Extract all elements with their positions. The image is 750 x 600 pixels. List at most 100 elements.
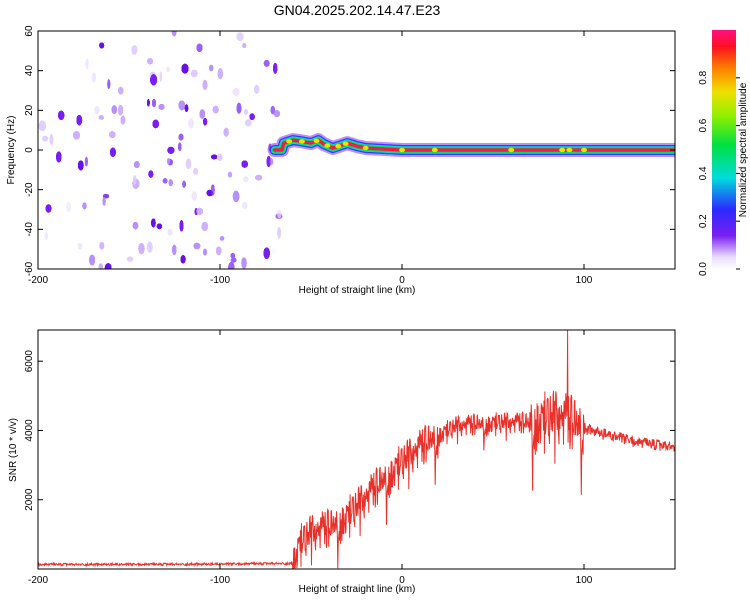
colorbar-tick-label: 0.6 — [698, 118, 709, 132]
signal-hotspot — [559, 148, 565, 152]
spectrogram-noise-blob — [250, 113, 255, 120]
spectrogram-noise-blob — [167, 67, 170, 72]
signal-hotspot — [581, 148, 587, 152]
spectrogram-noise-blob — [186, 159, 191, 169]
spectrogram-noise-blob — [56, 152, 61, 163]
spectrogram-noise-blob — [99, 115, 104, 119]
spectrogram-noise-blob — [109, 131, 115, 138]
spectrogram-noise-blob — [163, 178, 168, 183]
spectrogram-noise-blob — [233, 191, 239, 202]
spectrogram-y-tick-label: 0 — [24, 147, 35, 153]
snr-x-tick-label: -100 — [210, 575, 230, 586]
spectrogram-noise-blob — [245, 119, 251, 126]
colorbar-label: Normalized spectral amplitude — [738, 82, 749, 217]
spectrogram-noise-blob — [78, 161, 84, 171]
spectrogram-noise-blob — [112, 105, 117, 113]
spectrogram-noise-blob — [133, 175, 136, 185]
spectrogram-noise-blob — [228, 262, 234, 273]
spectrogram-noise-blob — [182, 64, 189, 74]
snr-panel: -200 -100 0 100 200040006000 Height of stra… — [8, 330, 675, 595]
spectrogram-noise-blob — [271, 247, 277, 253]
spectrogram-noise-blob — [157, 224, 162, 230]
spectrogram-noise-blob — [121, 116, 126, 125]
colorbar-tick-label: 0.8 — [698, 70, 709, 84]
spectrogram-noise-blob — [118, 87, 123, 95]
spectrogram-noise-blob — [203, 80, 208, 90]
spectrogram-noise-blob — [148, 171, 153, 178]
spectrogram-noise-blob — [220, 236, 225, 241]
spectrogram-noise-blob — [150, 74, 157, 85]
signal-hotspot — [363, 146, 369, 150]
spectrogram-noise-blob — [159, 71, 162, 82]
spectrogram-y-tick-label: -20 — [24, 182, 35, 197]
colorbar-gradient — [712, 30, 736, 269]
snr-x-tick-label: -200 — [28, 575, 48, 586]
spectrogram-noise-blob — [193, 168, 198, 175]
spectrogram-noise-blob — [46, 204, 52, 212]
spectrogram-noise-blob — [82, 203, 86, 210]
snr-y-tick-label: 2000 — [24, 488, 35, 511]
spectrogram-noise-blob — [147, 58, 153, 64]
spectrogram-noise-blob — [153, 120, 159, 128]
signal-hotspot — [508, 148, 514, 152]
spectrogram-noise-blob — [243, 177, 248, 183]
spectrogram-noise-blob — [45, 232, 48, 240]
spectrogram-noise-blob — [107, 79, 110, 89]
spectrogram-noise-blob — [207, 190, 213, 196]
spectrogram-noise-blob — [241, 258, 246, 269]
spectrogram-y-label: Frequency (Hz) — [6, 116, 17, 185]
spectrogram-noise-blob — [237, 103, 242, 114]
spectrogram-noise-blob — [209, 65, 213, 71]
spectrogram-noise-blob — [78, 243, 82, 249]
spectrogram-noise-blob — [147, 99, 150, 106]
spectrogram-noise-blob — [159, 104, 165, 110]
spectrogram-noise-blob — [105, 263, 112, 272]
spectrogram-noise-blob — [228, 172, 232, 178]
spectrogram-noise-blob — [118, 105, 123, 115]
spectrogram-y-tick-label: 40 — [24, 65, 35, 77]
spectrogram-noise-blob — [133, 222, 138, 229]
spectrogram-noise-blob — [178, 143, 181, 151]
spectrogram-noise-blob — [233, 88, 240, 96]
signal-hotspot — [335, 144, 341, 148]
spectrogram-noise-blob — [50, 134, 53, 145]
spectrogram-noise-blob — [85, 157, 88, 167]
spectrogram-noise-blob — [152, 99, 156, 107]
spectrogram-noise-blob — [99, 242, 104, 250]
signal-hotspot — [286, 139, 292, 143]
signal-hotspot — [324, 143, 330, 147]
snr-x-label: Height of straight line (km) — [299, 584, 416, 595]
spectrogram-noise-blob — [132, 45, 138, 54]
signal-hotspot — [399, 148, 405, 152]
spectrogram-noise-blob — [274, 110, 280, 117]
spectrogram-noise-blob — [73, 131, 80, 139]
spectrogram-noise-blob — [110, 148, 116, 157]
spectrogram-noise-blob — [255, 175, 262, 180]
spectrogram-noise-blob — [191, 70, 198, 78]
spectrogram-noise-blob — [264, 60, 270, 67]
spectrogram-noise-blob — [277, 227, 281, 238]
figure-title: GN04.2025.202.14.47.E23 — [274, 2, 441, 18]
spectrogram-noise-blob — [89, 255, 95, 266]
signal-hotspot — [432, 148, 438, 152]
snr-y-tick-label: 6000 — [24, 350, 35, 373]
spectrogram-x-tick-label: 100 — [576, 275, 593, 286]
spectrogram-noise-blob — [211, 155, 217, 160]
spectrogram-noise-blob — [179, 101, 185, 111]
spectrogram-noise-blob — [92, 73, 96, 82]
spectrogram-noise-blob — [277, 210, 281, 219]
spectrogram-noise-blob — [42, 136, 48, 141]
spectrogram-y-tick-label: -40 — [24, 222, 35, 237]
snr-x-tick-label: 100 — [576, 575, 593, 586]
spectrogram-noise-blob — [182, 181, 185, 188]
signal-hotspot — [299, 139, 305, 143]
spectrogram-noise-blob — [103, 197, 106, 205]
spectrogram-y-tick-label: 60 — [24, 25, 35, 37]
spectrogram-noise-blob — [202, 222, 208, 231]
spectrogram-x-tick-label: -100 — [210, 275, 230, 286]
spectrogram-noise-blob — [99, 43, 104, 49]
snr-y-label: SNR (10 * v/v) — [8, 418, 19, 482]
colorbar: 0.00.20.40.60.8 Normalized spectral ampl… — [698, 30, 749, 276]
spectrogram-noise-blob — [66, 202, 71, 213]
